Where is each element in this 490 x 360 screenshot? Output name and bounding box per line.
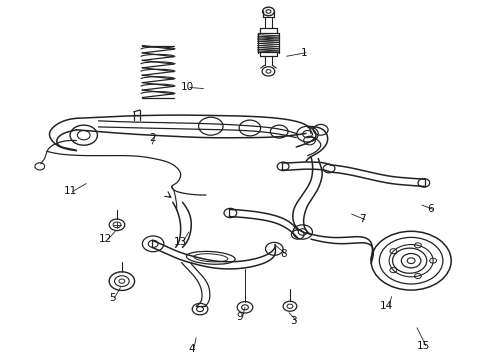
- Text: 7: 7: [359, 215, 366, 224]
- Text: 3: 3: [291, 316, 297, 325]
- Text: 1: 1: [300, 48, 307, 58]
- Text: 4: 4: [188, 344, 195, 354]
- Text: 12: 12: [99, 234, 112, 244]
- Text: 6: 6: [427, 204, 434, 215]
- Text: 5: 5: [109, 293, 116, 303]
- Text: 2: 2: [149, 133, 155, 143]
- Text: 9: 9: [237, 312, 244, 322]
- Text: 14: 14: [380, 301, 393, 311]
- Text: 10: 10: [181, 82, 194, 93]
- Text: 13: 13: [174, 237, 187, 247]
- Text: 11: 11: [63, 186, 77, 197]
- Ellipse shape: [187, 251, 235, 264]
- Text: 15: 15: [416, 341, 430, 351]
- Text: 8: 8: [280, 248, 287, 258]
